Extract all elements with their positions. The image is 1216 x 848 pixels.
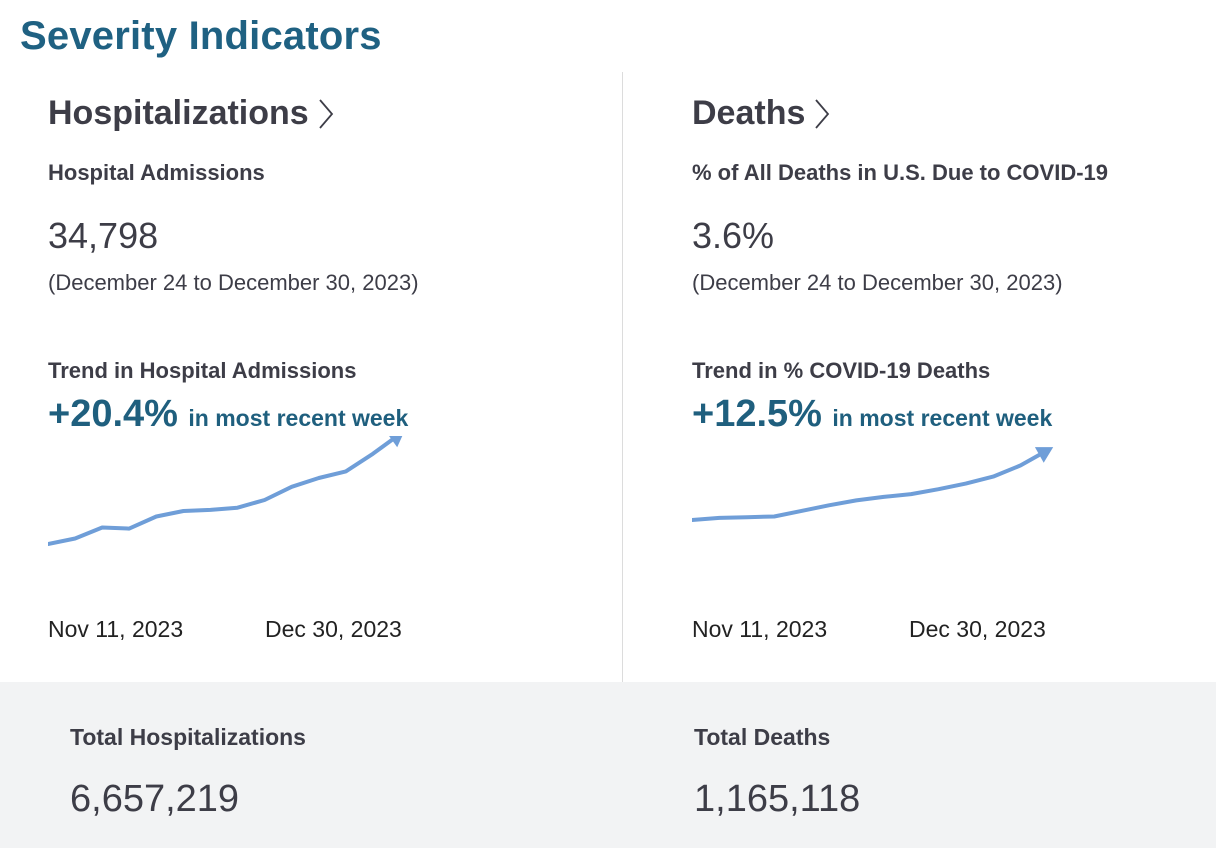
hospital-trend-summary: +20.4% in most recent week xyxy=(48,393,408,436)
sparkline-path xyxy=(692,448,1050,522)
total-hospitalizations-label: Total Hospitalizations xyxy=(70,724,306,750)
deaths-date-start: Nov 11, 2023 xyxy=(692,616,828,642)
hospitalizations-title: Hospitalizations xyxy=(48,94,309,132)
deaths-trend-label: Trend in % COVID-19 Deaths xyxy=(692,358,991,383)
deaths-trend-summary: +12.5% in most recent week xyxy=(692,393,1052,436)
covid-deaths-sparkline xyxy=(692,447,1054,522)
deaths-date-range: (December 24 to December 30, 2023) xyxy=(692,270,1063,295)
deaths-date-end: Dec 30, 2023 xyxy=(909,616,1046,642)
hospital-trend-suffix: in most recent week xyxy=(188,405,409,431)
deaths-trend-suffix: in most recent week xyxy=(832,405,1053,431)
covid-deaths-pct-label: % of All Deaths in U.S. Due to COVID-19 xyxy=(692,160,1109,185)
totals-footer xyxy=(0,682,1216,848)
hospital-trend-percent: +20.4% xyxy=(48,393,178,435)
hospitalizations-link[interactable]: Hospitalizations xyxy=(48,94,335,133)
deaths-trend-percent: +12.5% xyxy=(692,393,822,435)
trend-arrowhead-icon xyxy=(389,436,403,448)
hospital-admissions-date-range: (December 24 to December 30, 2023) xyxy=(48,270,419,295)
covid-deaths-pct-value: 3.6% xyxy=(692,215,775,256)
hospital-date-end: Dec 30, 2023 xyxy=(265,616,402,642)
deaths-title: Deaths xyxy=(692,94,806,132)
total-deaths-value: 1,165,118 xyxy=(694,778,861,820)
hospital-admissions-label: Hospital Admissions xyxy=(48,160,265,185)
panel-divider xyxy=(622,72,623,682)
page-title: Severity Indicators xyxy=(20,14,382,58)
deaths-link[interactable]: Deaths xyxy=(692,94,831,133)
chevron-right-icon xyxy=(319,98,333,129)
chevron-right-icon xyxy=(815,98,830,129)
sparkline-path xyxy=(48,436,401,546)
hospital-admissions-sparkline xyxy=(48,436,403,546)
total-hospitalizations-value: 6,657,219 xyxy=(70,778,240,820)
hospital-admissions-value: 34,798 xyxy=(48,215,159,256)
hospital-trend-label: Trend in Hospital Admissions xyxy=(48,358,357,383)
total-deaths-label: Total Deaths xyxy=(694,724,831,750)
trend-arrowhead-icon xyxy=(1034,447,1054,463)
hospital-date-start: Nov 11, 2023 xyxy=(48,616,184,642)
